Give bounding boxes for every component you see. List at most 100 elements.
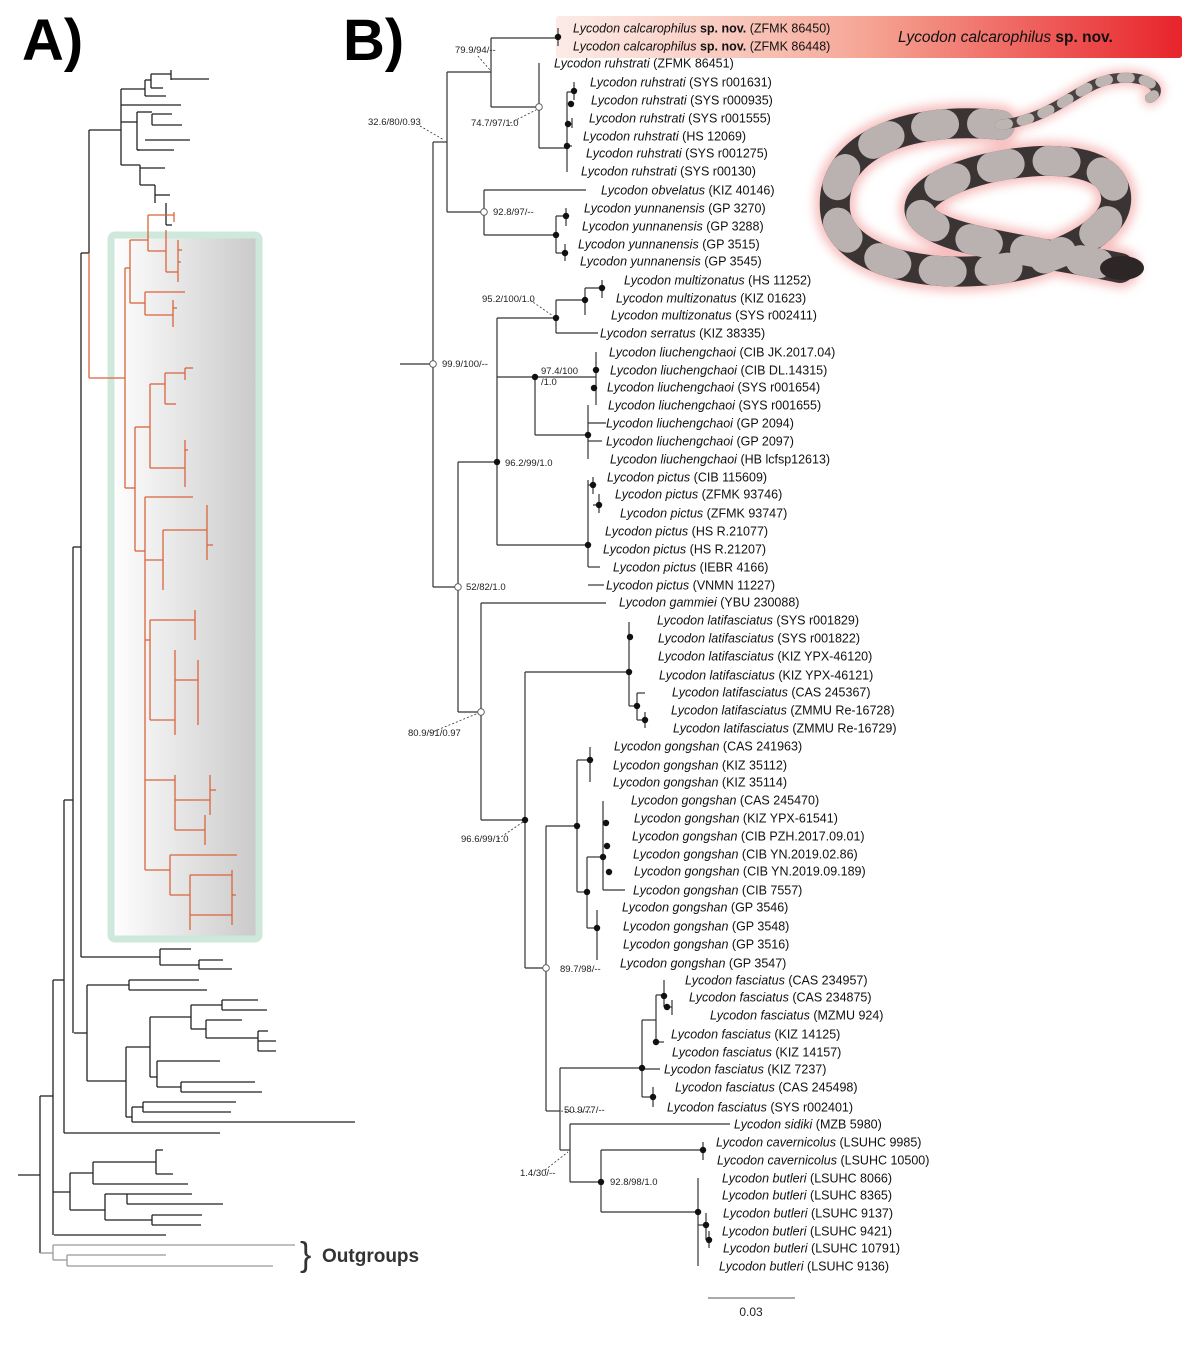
weak-node-marker [535, 103, 543, 111]
panel-a-tree: } Outgroups [18, 70, 419, 1274]
tip-label: Lycodon liuchengchaoi (HB lcfsp12613) [610, 453, 830, 467]
node-support-label: 95.2/100/1.0 [482, 294, 535, 305]
supported-node-marker [626, 633, 634, 641]
tip-species: Lycodon gongshan [633, 884, 738, 898]
weak-node-marker [477, 708, 485, 716]
supported-node-marker [699, 1146, 707, 1154]
tip-voucher: (CIB YN.2019.09.189) [743, 865, 866, 879]
tip-label: Lycodon serratus (KIZ 38335) [600, 327, 765, 341]
tip-voucher: (VNMN 11227) [693, 579, 775, 593]
supported-node-marker [564, 120, 572, 128]
panel-a-highlight-branches [88, 212, 237, 930]
tip-species: Lycodon pictus [603, 543, 686, 557]
tip-species: Lycodon gammiei [619, 596, 718, 610]
tip-label: Lycodon liuchengchaoi (SYS r001654) [607, 381, 820, 395]
tip-label: Lycodon liuchengchaoi (GP 2097) [606, 435, 794, 449]
tip-voucher: (KIZ YPX-46121) [778, 669, 873, 683]
node-support-label: 1.4/30/-- [520, 1168, 555, 1179]
tip-species: Lycodon pictus [605, 525, 688, 539]
tip-species: Lycodon cavernicolus [716, 1136, 836, 1150]
outgroups-brace: } [300, 1236, 311, 1274]
tip-species: Lycodon obvelatus [601, 184, 705, 198]
tip-species: Lycodon ruhstrati [583, 130, 680, 144]
tip-species: Lycodon multizonatus [616, 292, 737, 306]
tip-label: Lycodon ruhstrati (SYS r00130) [581, 165, 756, 179]
supported-node-marker [562, 212, 570, 220]
tip-species: Lycodon latifasciatus [659, 669, 775, 683]
tip-voucher: (HS 12069) [682, 130, 746, 144]
support-leader [557, 1110, 592, 1113]
supported-node-marker [561, 249, 569, 257]
supported-node-marker [638, 1064, 646, 1072]
tip-species: Lycodon gongshan [623, 938, 728, 952]
tip-species: Lycodon yunnanensis [582, 220, 703, 234]
tip-label: Lycodon gongshan (CIB PZH.2017.09.01) [632, 830, 865, 844]
support-leader [419, 125, 445, 141]
tip-voucher: (LSUHC 9137) [811, 1207, 893, 1221]
tip-species: Lycodon fasciatus [671, 1028, 771, 1042]
new-species-banner: Lycodon calcarophilus sp. nov. [556, 16, 1182, 58]
tip-species: Lycodon fasciatus [710, 1009, 810, 1023]
supported-node-marker [586, 756, 594, 764]
tip-species: Lycodon gongshan [634, 812, 739, 826]
tip-voucher: (ZFMK 86451) [653, 57, 734, 71]
tip-voucher: (SYS r001631) [689, 76, 772, 90]
panel-b-tree: 79.9/94/-- 32.6/80/0.93 74.7/97/1.0 92.8/97… [368, 22, 929, 1320]
tip-label: Lycodon gongshan (CAS 245470) [631, 794, 819, 808]
tip-qualifier: sp. nov. [700, 40, 746, 54]
tip-voucher: (GP 3515) [702, 238, 759, 252]
tip-species: Lycodon gongshan [620, 957, 725, 971]
tip-label: Lycodon fasciatus (KIZ 14125) [671, 1028, 840, 1042]
tip-voucher: (GP 3516) [732, 938, 789, 952]
tip-species: Lycodon gongshan [623, 920, 728, 934]
tip-species: Lycodon butleri [723, 1207, 809, 1221]
tip-voucher: (LSUHC 8365) [810, 1189, 892, 1203]
tip-label: Lycodon fasciatus (MZMU 924) [710, 1009, 883, 1023]
tip-label: Lycodon calcarophilus sp. nov. (ZFMK 864… [573, 40, 830, 54]
supported-node-marker [554, 33, 562, 41]
tip-voucher: (CIB DL.14315) [740, 364, 827, 378]
tip-label: Lycodon cavernicolus (LSUHC 9985) [716, 1136, 921, 1150]
tip-label: Lycodon multizonatus (SYS r002411) [611, 309, 817, 323]
tip-label: Lycodon latifasciatus (KIZ YPX-46121) [659, 669, 873, 683]
supported-node-marker [702, 1221, 710, 1229]
tip-voucher: (HS R.21207) [690, 543, 766, 557]
tip-species: Lycodon liuchengchaoi [606, 435, 734, 449]
tip-species: Lycodon liuchengchaoi [606, 417, 734, 431]
node-support-label: 97.4/100 [541, 366, 578, 377]
tip-species: Lycodon gongshan [622, 901, 727, 915]
panel-b-label: B) [343, 8, 404, 73]
tip-label: Lycodon pictus (ZFMK 93746) [615, 488, 782, 502]
tip-voucher: (HS R.21077) [692, 525, 768, 539]
tip-voucher: (LSUHC 10791) [811, 1242, 900, 1256]
tip-label: Lycodon pictus (ZFMK 93747) [620, 507, 787, 521]
tip-voucher: (CIB 7557) [742, 884, 802, 898]
tip-voucher: (ZFMK 93746) [702, 488, 783, 502]
tip-species: Lycodon butleri [722, 1189, 808, 1203]
tip-voucher: (CIB PZH.2017.09.01) [741, 830, 865, 844]
tip-label: Lycodon yunnanensis (GP 3515) [578, 238, 760, 252]
tip-voucher: (CIB JK.2017.04) [739, 346, 835, 360]
supported-node-marker [694, 1208, 702, 1216]
tip-species: Lycodon calcarophilus [573, 22, 696, 36]
tip-species: Lycodon pictus [615, 488, 698, 502]
tip-voucher: (HS 11252) [748, 274, 811, 288]
tip-species: Lycodon gongshan [614, 740, 719, 754]
tip-label: Lycodon gongshan (CAS 241963) [614, 740, 802, 754]
tip-voucher: (CIB YN.2019.02.86) [742, 848, 858, 862]
tip-label: Lycodon pictus (HS R.21207) [603, 543, 766, 557]
supported-node-marker [625, 668, 633, 676]
tip-voucher: (SYS r002401) [770, 1101, 853, 1115]
tip-label: Lycodon obvelatus (KIZ 40146) [601, 184, 775, 198]
tip-voucher: (SYS r001655) [738, 399, 821, 413]
banner-background [556, 16, 1182, 58]
supported-node-marker [581, 296, 589, 304]
supported-node-marker [660, 992, 668, 1000]
tip-qualifier: sp. nov. [700, 22, 746, 36]
tip-label: Lycodon gongshan (KIZ 35112) [613, 759, 787, 773]
tip-species: Lycodon butleri [723, 1242, 809, 1256]
tip-label: Lycodon calcarophilus sp. nov. (ZFMK 864… [573, 22, 830, 36]
weak-node-marker [429, 360, 437, 368]
tip-voucher: (SYS r001275) [685, 147, 768, 161]
